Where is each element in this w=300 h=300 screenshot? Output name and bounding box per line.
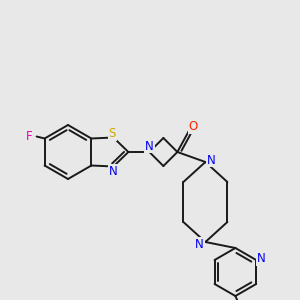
Text: N: N (109, 165, 118, 178)
Text: N: N (195, 238, 204, 250)
Text: N: N (257, 253, 266, 266)
Text: F: F (26, 130, 33, 143)
Text: S: S (109, 127, 116, 140)
Text: O: O (189, 121, 198, 134)
Text: N: N (145, 140, 154, 152)
Text: N: N (207, 154, 216, 166)
